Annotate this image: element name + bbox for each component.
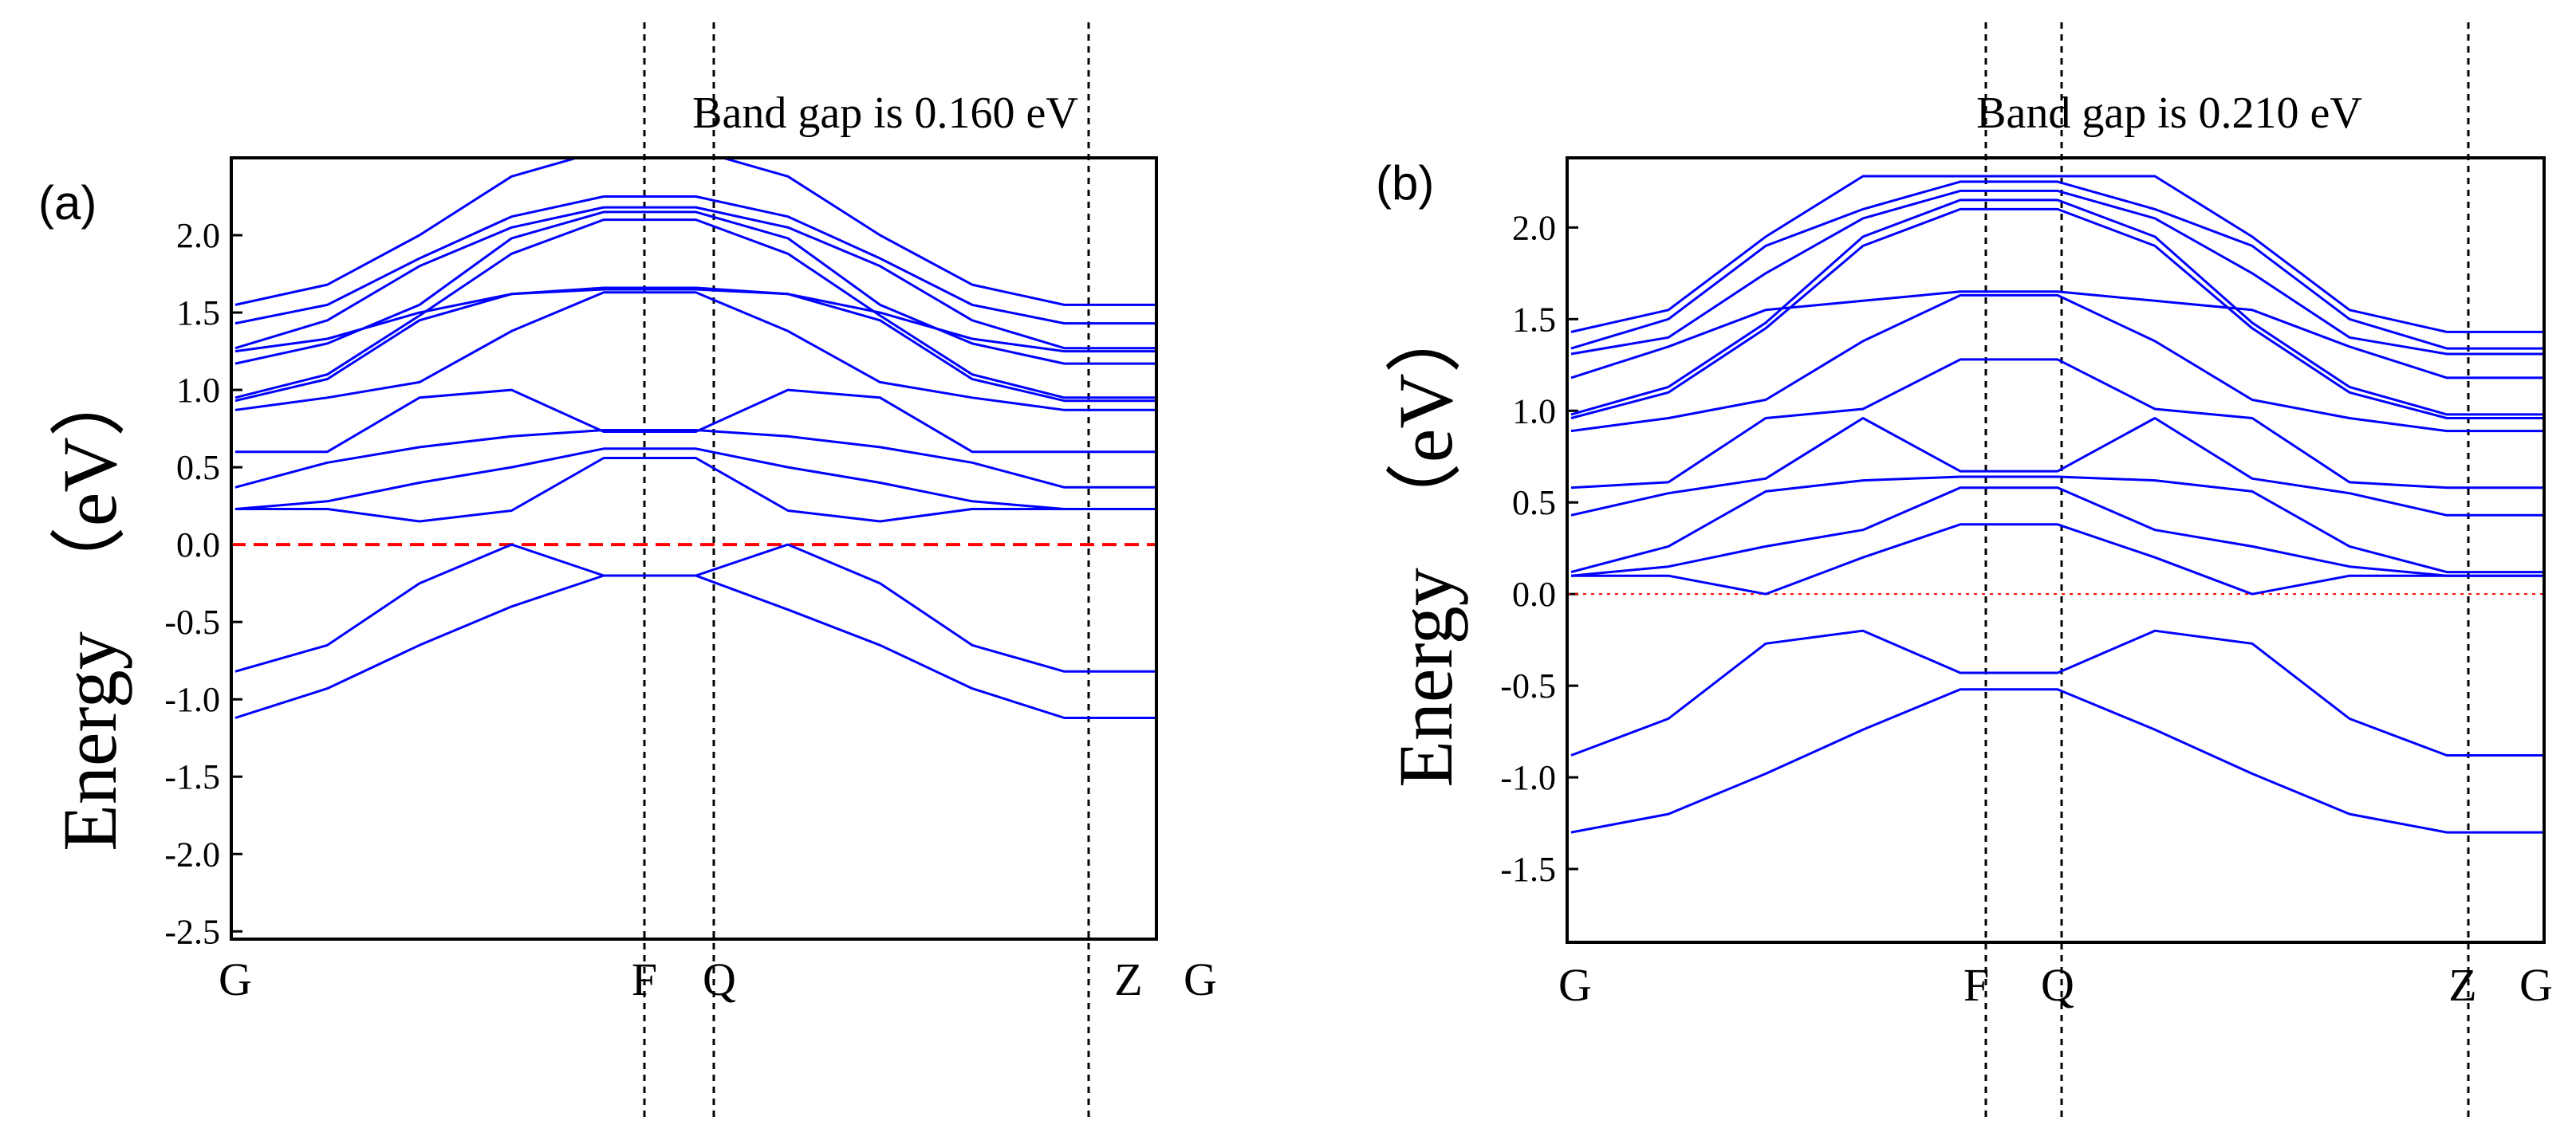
y-axis-label-a: Energy （eV） [47, 360, 132, 851]
band-line-band-7 [1570, 358, 2544, 489]
k-labels-b: G F Q Z G [1558, 959, 2553, 1011]
y-tick-label: -2.0 [164, 835, 220, 874]
band-line-band-14 [234, 158, 1156, 306]
band-line-band-13 [234, 195, 1156, 325]
chart-title-a: Band gap is 0.160 eV [692, 88, 1078, 138]
y-tick-label: -1.0 [1500, 758, 1556, 797]
y-tick-label: 2.0 [1512, 208, 1556, 247]
y-tick-label: 0.0 [176, 525, 220, 564]
k-label-F: F [632, 953, 657, 1005]
band-line-band-10 [1570, 199, 2544, 416]
band-line-band-3 [1571, 523, 2544, 596]
band-line-band-10 [234, 210, 1156, 365]
y-tick-label: -2.5 [164, 912, 220, 951]
band-line-band-6 [1570, 417, 2544, 517]
band-line-band-4 [1570, 486, 2544, 577]
y-axis-word-a: Energy [47, 631, 132, 851]
y-tick-label: 1.0 [1512, 391, 1556, 430]
y-tick-label: -0.5 [164, 603, 220, 642]
panel-label-b: (b) [1376, 156, 1434, 210]
band-line-band-9 [234, 218, 1156, 399]
panel-label-a: (a) [38, 176, 97, 230]
band-line-band-8 [1570, 293, 2544, 433]
y-axis-unit-b: （eV） [1383, 297, 1468, 539]
band-line-band-14 [1570, 175, 2544, 333]
k-lines-b [1984, 22, 2470, 1122]
band-line-band-2 [1570, 629, 2544, 757]
panel-a: (a) Band gap is 0.160 eV Energy （eV） 2.0 1… [38, 22, 1217, 1122]
band-line-band-8 [234, 286, 1156, 403]
k-label-G-end: G [1184, 953, 1217, 1005]
y-axis-label-b: Energy （eV） [1383, 297, 1468, 787]
band-line-band-1 [234, 574, 1156, 719]
band-line-band-11 [1570, 290, 2544, 379]
y-tick-label: -1.5 [164, 757, 220, 796]
y-tick-label: 0.0 [1512, 575, 1556, 614]
band-line-band-6 [235, 388, 1156, 454]
y-tick-label: 1.5 [1512, 300, 1556, 339]
band-line-band-5 [1570, 475, 2544, 574]
y-tick-label: -0.5 [1500, 666, 1556, 706]
svg-text:Energy（eV）: Energy （eV） [1383, 297, 1468, 787]
y-tick-label: 1.0 [176, 371, 220, 410]
plot-frame-b [1566, 156, 2546, 944]
y-tick-label: 0.5 [1512, 483, 1556, 522]
band-line-band-11 [234, 288, 1156, 353]
band-line-band-5 [234, 429, 1156, 489]
y-tick-label: 1.5 [176, 293, 220, 332]
band-line-band-3 [235, 457, 1156, 523]
band-line-band-4 [234, 447, 1156, 510]
y-ticks-b: 2.0 1.5 1.0 0.5 0.0 -0.5 -1.0 -1.5 [1500, 208, 1578, 889]
k-label-F: F [1964, 959, 1989, 1011]
band-line-band-7 [234, 291, 1156, 411]
k-label-Q: Q [703, 953, 736, 1005]
k-labels-a: G F Q Z G [219, 953, 1217, 1005]
y-tick-label: -1.5 [1500, 850, 1556, 889]
k-label-Z: Z [1114, 953, 1142, 1005]
plot-frame-a [230, 156, 1158, 941]
y-axis-unit-a: （eV） [47, 360, 132, 603]
y-tick-label: 2.0 [176, 216, 220, 255]
k-label-G-start: G [219, 953, 252, 1005]
band-line-band-13 [1570, 180, 2544, 350]
y-ticks-a: 2.0 1.5 1.0 0.5 0.0 -0.5 -1.0 -1.5 -2.0 -2.5 [164, 216, 242, 951]
k-label-Z: Z [2448, 959, 2476, 1011]
k-lines-a [643, 22, 1090, 1122]
band-line-band-1 [1570, 688, 2544, 834]
band-line-band-2 [234, 543, 1156, 673]
band-line-band-12 [1570, 189, 2544, 356]
k-label-G-end: G [2519, 959, 2553, 1011]
panel-b: (b) Band gap is 0.210 eV Energy （eV） 2.0 1… [1376, 22, 2553, 1122]
band-line-band-9 [1570, 207, 2544, 419]
bands-a [234, 158, 1156, 719]
bands-b [1570, 175, 2544, 834]
k-label-Q: Q [2041, 959, 2074, 1011]
y-tick-label: -1.0 [164, 680, 220, 719]
chart-title-b: Band gap is 0.210 eV [1976, 88, 2362, 138]
y-tick-label: 0.5 [176, 448, 220, 487]
k-label-G-start: G [1558, 959, 1592, 1011]
svg-text:Energy（eV）: Energy （eV） [47, 360, 132, 851]
y-axis-word-b: Energy [1383, 568, 1468, 787]
band-line-band-12 [234, 206, 1156, 350]
